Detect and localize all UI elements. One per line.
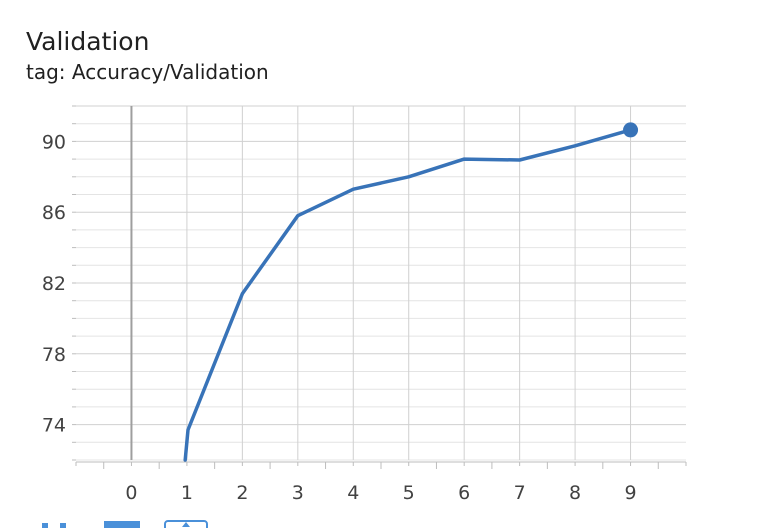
x-tick-label: 3 — [292, 482, 304, 504]
fit-domain-icon — [42, 523, 48, 528]
data-table-button[interactable] — [104, 519, 140, 528]
download-icon — [164, 520, 208, 528]
fit-domain-button[interactable] — [40, 519, 72, 528]
x-tick-label: 1 — [181, 482, 193, 504]
y-tick-label: 86 — [42, 202, 66, 224]
chart-tag: tag: Accuracy/Validation — [26, 60, 269, 84]
y-tick-label: 78 — [42, 344, 66, 366]
series-line[interactable] — [183, 128, 633, 462]
last-point-marker[interactable] — [623, 122, 639, 138]
data-table-icon — [104, 521, 140, 528]
grid-major — [76, 105, 686, 460]
x-tick-label: 5 — [403, 482, 415, 504]
x-axis: 0 1 2 3 4 5 6 7 8 9 — [75, 461, 687, 504]
x-tick-label: 4 — [347, 482, 359, 504]
x-tick-label: 8 — [569, 482, 581, 504]
download-button[interactable] — [164, 519, 208, 528]
x-tick-label: 0 — [125, 482, 137, 504]
y-axis: 74 78 82 86 90 — [42, 105, 76, 461]
y-tick-label: 90 — [42, 131, 66, 153]
x-tick-label: 6 — [458, 482, 470, 504]
y-tick-label: 82 — [42, 273, 66, 295]
chart-title: Validation — [26, 27, 150, 56]
x-tick-label: 9 — [624, 482, 636, 504]
chart-toolbar — [40, 519, 240, 528]
x-tick-label: 2 — [236, 482, 248, 504]
series-layer[interactable] — [183, 122, 639, 462]
x-tick-label: 7 — [514, 482, 526, 504]
y-tick-label: 74 — [42, 415, 66, 437]
